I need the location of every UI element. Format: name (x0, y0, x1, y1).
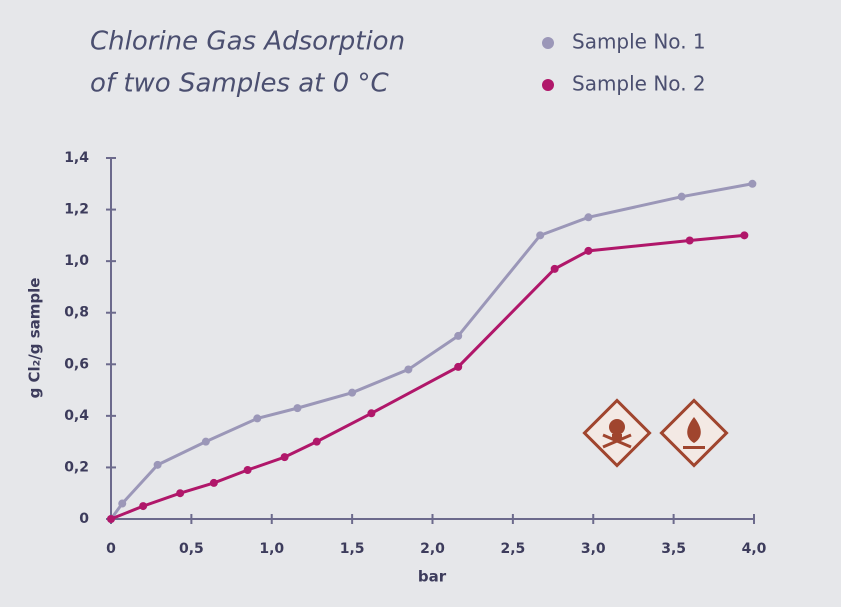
data-point (685, 236, 694, 245)
x-tick-label: 4,0 (742, 541, 767, 557)
y-tick-label: 0,4 (64, 408, 89, 424)
y-tick-label: 1,2 (64, 202, 89, 218)
legend-marker (542, 37, 554, 49)
y-tick-label: 0,6 (64, 356, 89, 372)
x-tick-label: 0,5 (179, 541, 204, 557)
data-point (153, 460, 162, 469)
y-tick-label: 0,2 (64, 459, 89, 475)
data-point (536, 231, 545, 240)
data-point (740, 231, 749, 240)
data-point (748, 179, 757, 188)
x-axis-label: bar (418, 568, 447, 586)
data-point (118, 499, 127, 508)
toxic-icon (582, 398, 652, 468)
y-axis-label: g Cl₂/g sample (26, 278, 44, 399)
x-tick-label: 2,5 (500, 541, 525, 557)
data-point (293, 404, 302, 413)
data-point (312, 437, 321, 446)
data-point (454, 331, 463, 340)
data-point (404, 365, 413, 374)
legend-label: Sample No. 2 (572, 72, 706, 96)
x-tick-label: 0 (106, 541, 116, 557)
flammable-icon (659, 398, 729, 468)
data-point (584, 246, 593, 255)
y-tick-label: 1,4 (64, 150, 89, 166)
data-point (677, 192, 686, 201)
x-tick-label: 1,0 (259, 541, 284, 557)
data-point (201, 437, 210, 446)
legend-marker (542, 79, 554, 91)
chart-title-line: Chlorine Gas Adsorption (90, 27, 405, 57)
data-point (348, 388, 357, 397)
data-point (139, 502, 148, 511)
data-point (176, 489, 185, 498)
data-point (367, 409, 376, 418)
data-point (107, 515, 115, 523)
series-line (109, 182, 753, 520)
data-point (209, 478, 218, 487)
data-point (253, 414, 262, 423)
legend-label: Sample No. 1 (572, 30, 706, 54)
x-tick-label: 3,0 (581, 541, 606, 557)
y-tick-label: 0 (79, 511, 89, 527)
x-tick-label: 2,0 (420, 541, 445, 557)
y-tick-label: 0,8 (64, 305, 89, 321)
data-point (550, 264, 559, 273)
series-line (110, 233, 745, 521)
data-point (584, 213, 593, 222)
x-tick-label: 3,5 (661, 541, 686, 557)
data-point (280, 453, 289, 462)
x-tick-label: 1,5 (340, 541, 365, 557)
y-tick-label: 1,0 (64, 253, 89, 269)
chart-title-line: of two Samples at 0 °C (90, 69, 389, 99)
data-point (454, 362, 463, 371)
data-point (243, 466, 252, 475)
